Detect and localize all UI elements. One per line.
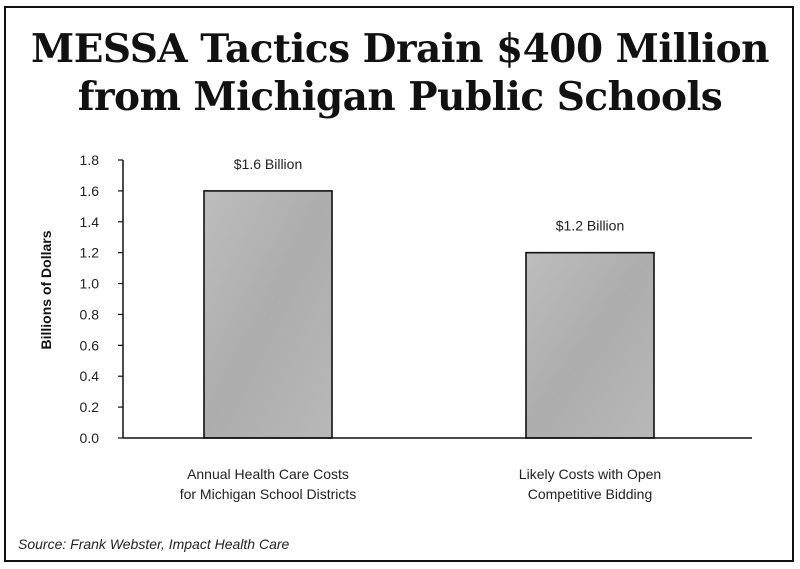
y-tick-label: 0.4 [80, 368, 100, 384]
bar-value-label: $1.2 Billion [556, 218, 625, 234]
y-tick-label: 1.6 [80, 183, 100, 199]
category-labels: Annual Health Care Costs for Michigan Sch… [180, 466, 662, 502]
y-tick-label: 1.4 [80, 214, 100, 230]
source-note: Source: Frank Webster, Impact Health Car… [18, 536, 290, 552]
bar-1 [203, 190, 333, 439]
x-category-label: Likely Costs with Open [519, 466, 661, 482]
y-tick-label: 0.0 [80, 430, 100, 446]
bar-value-label: $1.6 Billion [234, 156, 303, 172]
y-tick-label: 1.2 [80, 245, 100, 261]
x-category-label: for Michigan School Districts [180, 486, 357, 502]
y-tick-label: 0.2 [80, 399, 100, 415]
bar-2 [525, 251, 655, 439]
data-labels: $1.6 Billion $1.2 Billion [234, 156, 625, 234]
y-tick-label: 1.0 [80, 276, 100, 292]
y-tick-label: 0.8 [80, 306, 100, 322]
y-axis-ticks: 0.0 0.2 0.4 0.6 0.8 1.0 1.2 1.4 1.6 1.8 [80, 152, 123, 446]
y-tick-label: 1.8 [80, 152, 100, 168]
y-tick-label: 0.6 [80, 337, 100, 353]
x-category-label: Competitive Bidding [528, 486, 653, 502]
chart-title-line-1: MESSA Tactics Drain $400 Million [31, 26, 769, 72]
chart-frame [4, 6, 794, 562]
y-axis-title: Billions of Dollars [38, 230, 54, 349]
chart-title-line-2: from Michigan Public Schools [78, 74, 723, 120]
x-category-label: Annual Health Care Costs [187, 466, 349, 482]
